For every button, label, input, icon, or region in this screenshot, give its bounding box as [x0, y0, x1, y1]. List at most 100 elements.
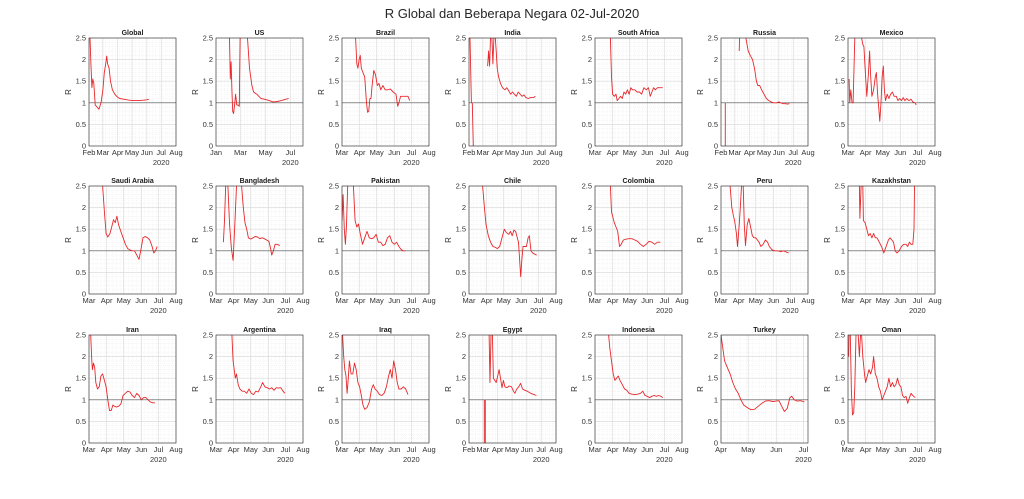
- y-tick-label: 2.5: [76, 34, 86, 43]
- x-tick-label: Apr: [607, 445, 619, 454]
- x-tick-label: Aug: [675, 445, 688, 454]
- x-tick-label: Jun: [262, 445, 274, 454]
- x-tick-label: Mar: [476, 148, 489, 157]
- x-tick-label: Apr: [354, 296, 366, 305]
- axes-box: [594, 334, 683, 444]
- y-axis-label: R: [64, 386, 73, 392]
- panel-title: Brazil: [376, 30, 395, 37]
- y-tick-label: 0.5: [835, 268, 845, 277]
- x-tick-label: Mar: [83, 445, 96, 454]
- y-tick-label: 0: [209, 439, 213, 448]
- axes-box: [341, 334, 430, 444]
- x-tick-label: Aug: [675, 296, 688, 305]
- series-line: [469, 38, 472, 104]
- series-line: [729, 186, 742, 247]
- panel-kazakhstan: 0 0.5 1 1.5 2 2.5 Mar Apr May Jun Jul Aug Kazakhstan…: [823, 178, 942, 315]
- x-tick-label: Jun: [641, 296, 653, 305]
- axes-box: [594, 37, 683, 147]
- y-tick-label: 0: [588, 290, 592, 299]
- series-line: [849, 335, 857, 416]
- x-tick-label: Jul: [156, 148, 166, 157]
- x-tick-label: Mar: [463, 296, 476, 305]
- x-tick-label: Apr: [860, 445, 872, 454]
- y-axis-label: R: [64, 89, 73, 95]
- y-tick-label: 0: [82, 142, 86, 151]
- y-tick-label: 2.5: [76, 182, 86, 191]
- x-tick-label: Apr: [354, 445, 366, 454]
- y-axis-label: R: [191, 89, 200, 95]
- y-tick-label: 2.5: [456, 331, 466, 340]
- x-tick-label: Mar: [842, 148, 855, 157]
- x-tick-label: Mar: [842, 445, 855, 454]
- x-tick-label: May: [623, 445, 637, 454]
- x-axis-label: 2020: [282, 158, 299, 167]
- y-tick-label: 1.5: [835, 225, 845, 234]
- panel-us: 0 0.5 1 1.5 2 2.5 Jan Mar May Jul US R 2020: [191, 30, 304, 167]
- x-tick-label: Jul: [281, 296, 291, 305]
- x-tick-label: Jul: [660, 296, 670, 305]
- x-tick-label: Jul: [799, 445, 809, 454]
- y-tick-label: 0.5: [76, 268, 86, 277]
- y-tick-label: 2.5: [76, 331, 86, 340]
- x-tick-label: Feb: [715, 148, 728, 157]
- x-tick-label: Mar: [589, 296, 602, 305]
- axes-box: [215, 37, 304, 147]
- series-line: [848, 38, 856, 104]
- panel-title: Argentina: [243, 327, 276, 334]
- series-line: [745, 38, 790, 105]
- series-line: [861, 38, 917, 122]
- y-tick-label: 2: [588, 55, 592, 64]
- panel-title: South Africa: [618, 30, 659, 37]
- y-tick-label: 2.5: [329, 182, 339, 191]
- y-tick-label: 1.5: [582, 374, 592, 383]
- y-tick-label: 2.5: [203, 34, 213, 43]
- x-tick-label: Apr: [860, 148, 872, 157]
- axes-box: [88, 37, 177, 147]
- x-tick-label: Jul: [788, 148, 798, 157]
- x-axis-label: 2020: [277, 306, 294, 315]
- y-tick-label: 1.5: [582, 77, 592, 86]
- x-tick-label: May: [117, 445, 131, 454]
- x-tick-label: Apr: [607, 296, 619, 305]
- x-tick-label: Mar: [589, 148, 602, 157]
- x-tick-label: May: [244, 445, 258, 454]
- axes-box: [468, 37, 557, 147]
- y-tick-label: 1: [588, 98, 592, 107]
- x-tick-label: Mar: [234, 148, 247, 157]
- panel-pakistan: 0 0.5 1 1.5 2 2.5 Mar Apr May Jun Jul Aug Pakistan R 2…: [317, 178, 436, 315]
- x-tick-label: Jun: [515, 296, 527, 305]
- panel-title: Oman: [882, 327, 902, 334]
- y-tick-label: 1: [714, 395, 718, 404]
- x-tick-label: Jun: [135, 296, 147, 305]
- y-axis-label: R: [570, 386, 579, 392]
- y-tick-label: 1.5: [835, 374, 845, 383]
- y-tick-label: 0.5: [582, 120, 592, 129]
- y-axis-label: R: [823, 89, 832, 95]
- x-tick-label: Jun: [388, 296, 400, 305]
- x-tick-label: Jun: [770, 445, 782, 454]
- y-tick-label: 0: [841, 142, 845, 151]
- y-tick-label: 0: [588, 142, 592, 151]
- x-tick-label: May: [749, 296, 763, 305]
- y-tick-label: 2: [841, 55, 845, 64]
- x-tick-label: Mar: [589, 445, 602, 454]
- y-tick-label: 1: [588, 246, 592, 255]
- x-tick-label: Mar: [336, 296, 349, 305]
- figure-title: R Global dan Beberapa Negara 02-Jul-2020: [384, 6, 640, 21]
- x-axis-label: 2020: [150, 306, 167, 315]
- y-tick-label: 1: [82, 395, 86, 404]
- panel-title: Pakistan: [371, 178, 400, 185]
- y-tick-label: 2: [462, 55, 466, 64]
- y-tick-label: 0.5: [708, 417, 718, 426]
- x-tick-label: Aug: [549, 148, 562, 157]
- axes-box: [88, 185, 177, 295]
- panel-egypt: 0 0.5 1 1.5 2 2.5 Feb Mar Apr May Jun Jul Aug Egypt R 2…: [444, 327, 563, 464]
- x-tick-label: Aug: [422, 296, 435, 305]
- y-tick-label: 0: [82, 439, 86, 448]
- panel-title: Peru: [757, 178, 773, 185]
- x-axis-label: 2020: [403, 158, 420, 167]
- series-line: [227, 186, 237, 261]
- y-tick-label: 1.5: [203, 374, 213, 383]
- x-tick-label: Apr: [481, 296, 493, 305]
- y-tick-label: 1.5: [708, 225, 718, 234]
